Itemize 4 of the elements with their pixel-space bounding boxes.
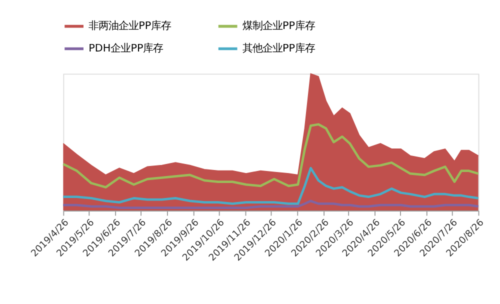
legend-label: 非两油企业PP库存	[88, 20, 172, 32]
legend-label: 煤制企业PP库存	[242, 20, 315, 32]
legend-label: 其他企业PP库存	[242, 42, 315, 55]
legend-label: PDH企业PP库存	[88, 42, 164, 55]
